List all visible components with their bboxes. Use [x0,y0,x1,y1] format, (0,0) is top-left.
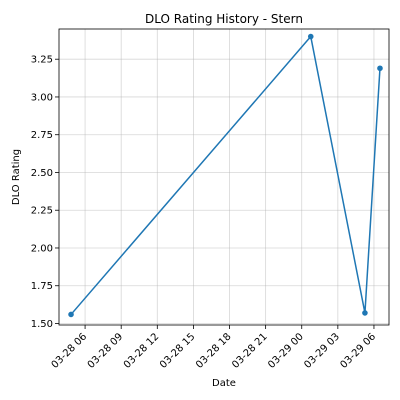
chart-title: DLO Rating History - Stern [145,12,303,26]
data-point [307,33,314,40]
y-tick-label: 3.00 [31,92,53,103]
series-group [68,33,383,318]
data-point [377,65,383,72]
y-tick-label: 3.25 [31,55,53,66]
data-point [362,310,368,316]
y-axis-label: DLO Rating [11,149,22,205]
y-tick-label: 2.75 [31,130,53,141]
x-axis-label: Date [212,378,236,389]
grid [59,29,389,325]
y-tick-label: 1.50 [31,319,53,330]
data-point [68,311,74,318]
plot-frame [58,28,390,326]
y-tick-label: 2.50 [31,168,53,179]
series-line [70,35,381,315]
y-tick-label: 2.25 [31,206,53,217]
y-tick-label: 1.75 [31,281,53,292]
y-tick-label: 2.00 [31,243,53,254]
